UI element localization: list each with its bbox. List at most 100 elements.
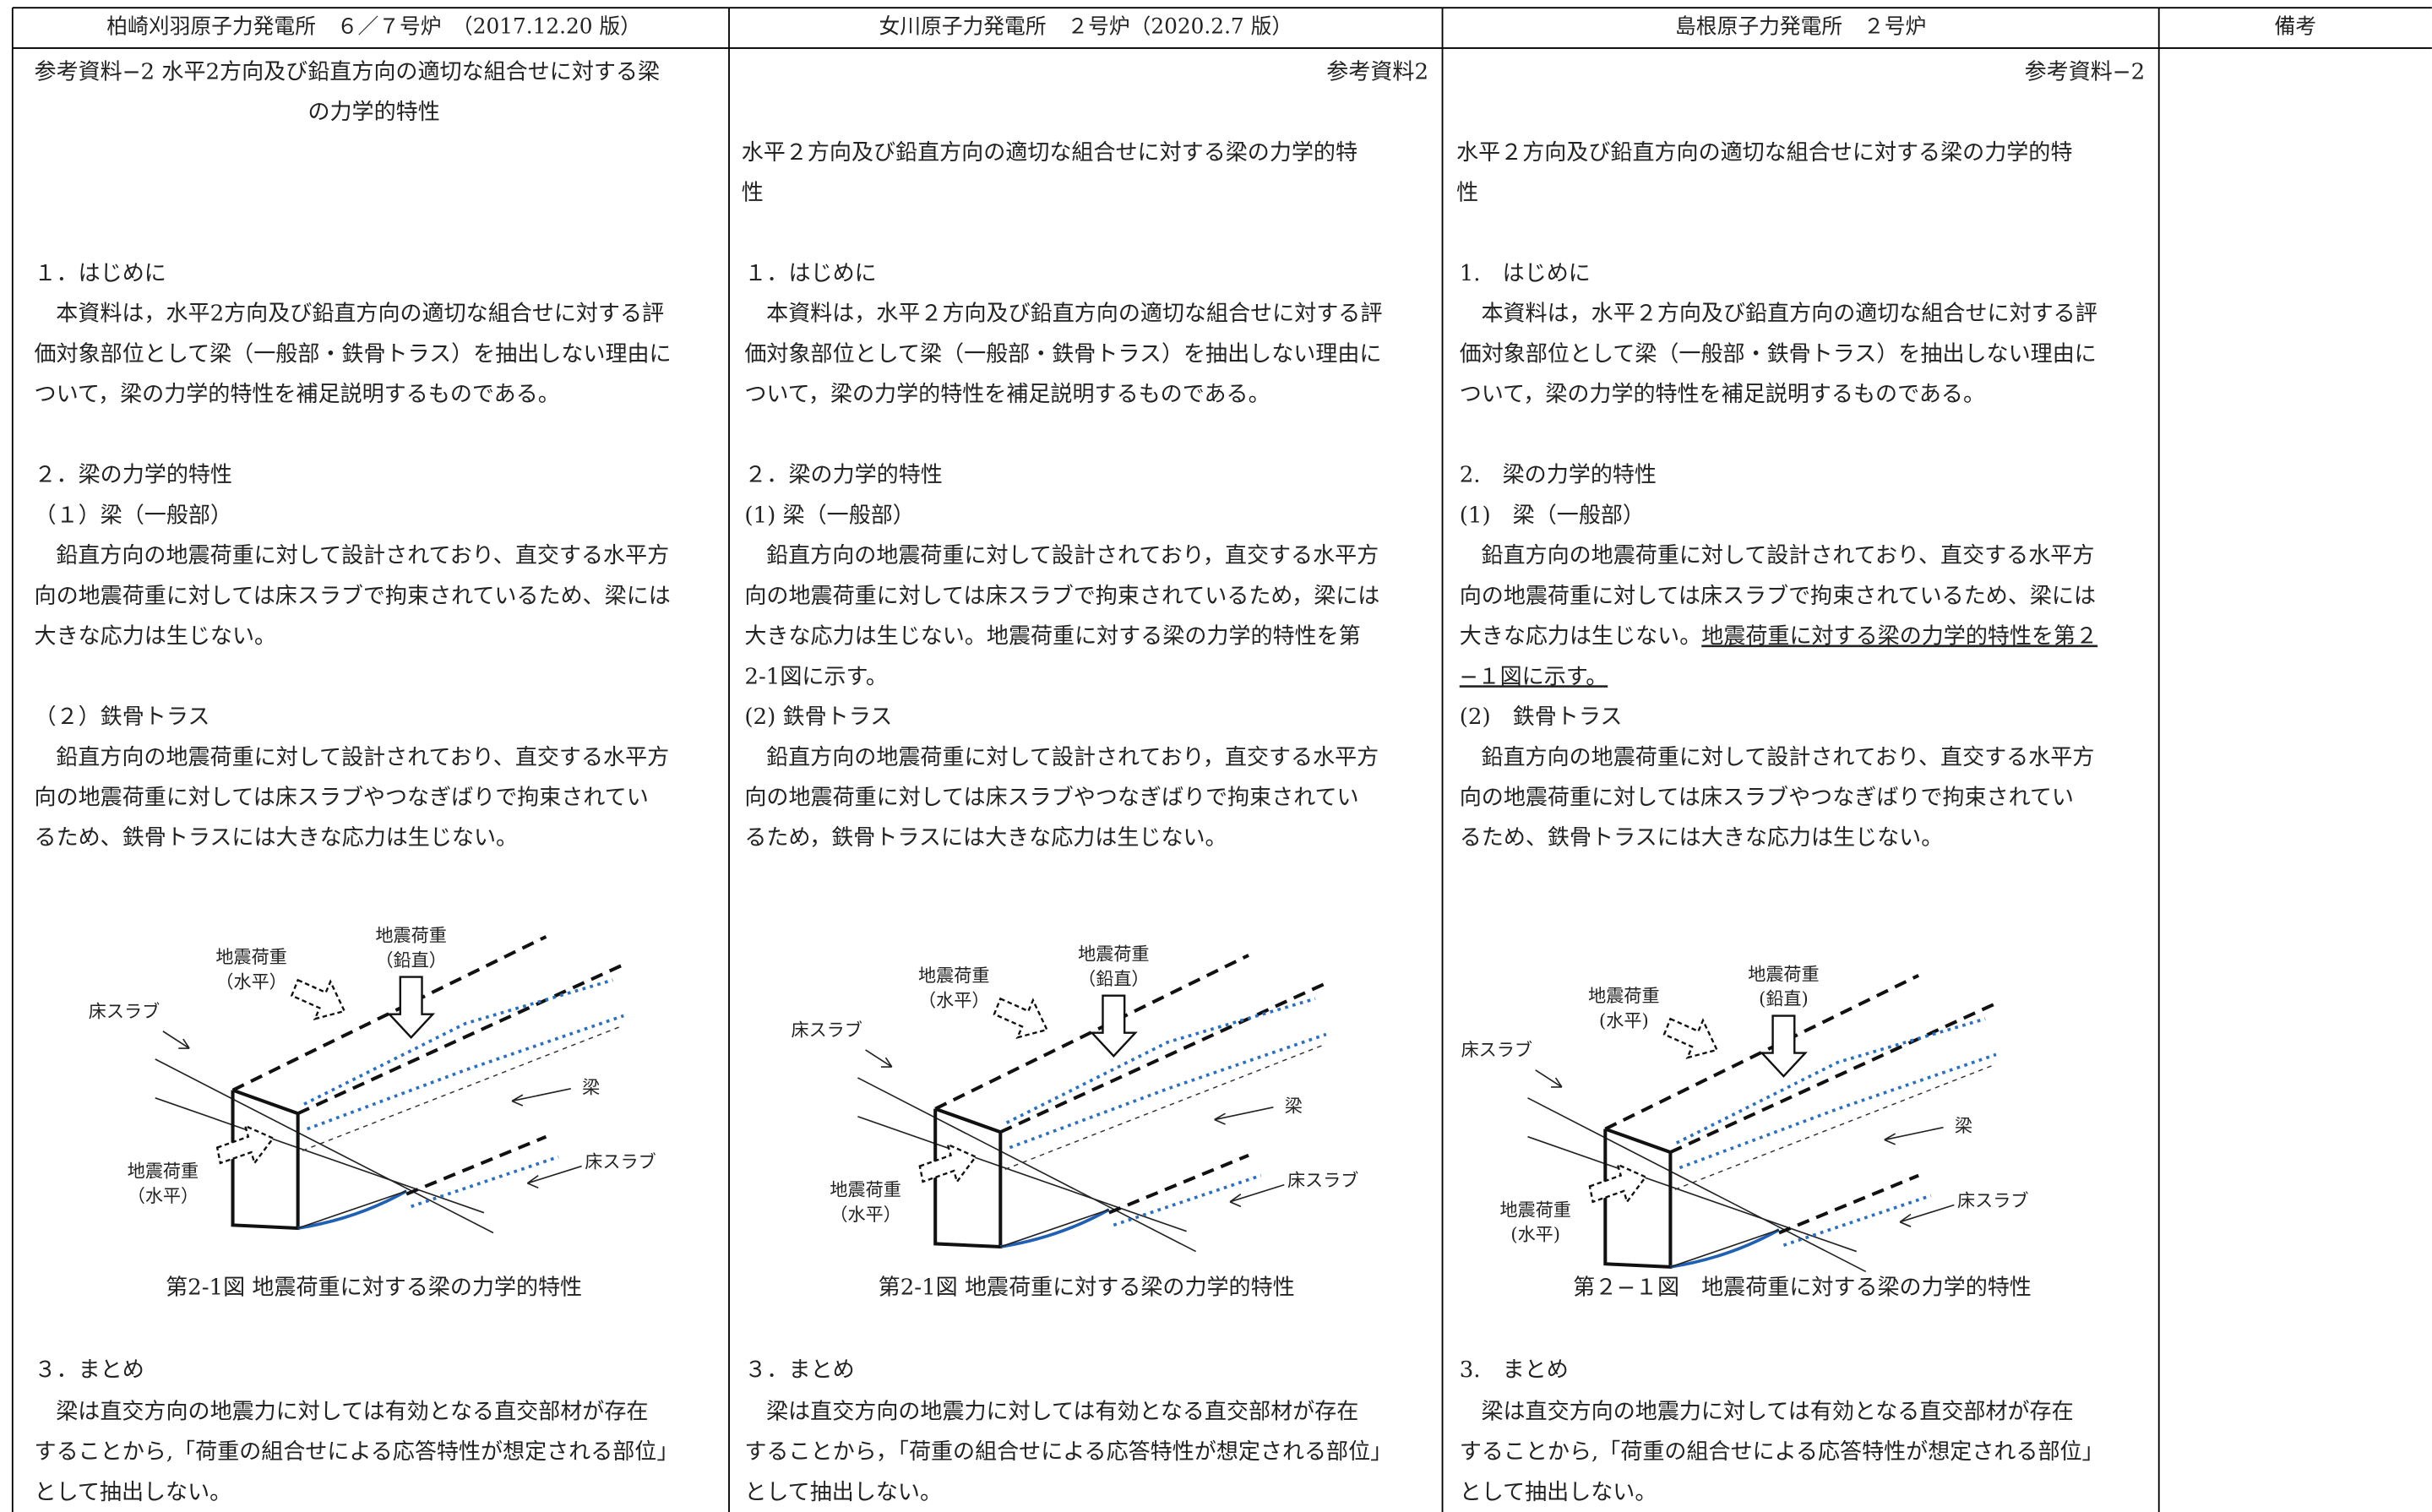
figure-shape bbox=[934, 954, 1249, 1111]
figure-shape bbox=[1588, 1162, 1647, 1205]
body-text: 向の地震荷重に対しては床スラブで拘束されているため、梁には bbox=[1460, 584, 2096, 609]
figure-shape bbox=[1229, 1183, 1285, 1208]
subsection-heading: (1) 梁（一般部） bbox=[1460, 503, 1645, 528]
figure-shape bbox=[387, 976, 436, 1039]
subsection-heading: （２）鉄骨トラス bbox=[35, 704, 210, 730]
figure-shape bbox=[411, 1155, 559, 1209]
figure-shape bbox=[307, 1014, 624, 1131]
figure-shape bbox=[155, 1097, 485, 1214]
figure-shape bbox=[302, 1025, 621, 1151]
figure-label: 地震荷重 bbox=[918, 965, 989, 986]
subsection-heading: (2) 鉄骨トラス bbox=[744, 704, 892, 730]
subsection-heading: （１）梁（一般部） bbox=[35, 503, 232, 528]
figure-shape bbox=[290, 978, 346, 1020]
reference-label: 参考資料−2 bbox=[2025, 59, 2146, 84]
figure-shape bbox=[1527, 1097, 1867, 1273]
figure-caption: 第2-1図 地震荷重に対する梁の力学的特性 bbox=[166, 1275, 582, 1301]
figure-shape bbox=[1674, 1064, 1994, 1190]
figure-shape bbox=[215, 1123, 275, 1166]
section-heading: １．はじめに bbox=[35, 261, 166, 286]
section-heading: ２．梁の力学的特性 bbox=[744, 463, 942, 488]
document-title: 水平２方向及び鉛直方向の適切な組合せに対する梁の力学的特 bbox=[742, 140, 1357, 166]
figure-shape bbox=[918, 1142, 977, 1184]
body-text: 梁は直交方向の地震力に対しては有効となる直交部材が存在 bbox=[56, 1400, 648, 1425]
body-text: 鉛直方向の地震荷重に対して設計されており、直交する水平方 bbox=[56, 745, 669, 770]
figure-label: 床スラブ bbox=[1461, 1039, 1532, 1060]
body-text: ついて，梁の力学的特性を補足説明するものである。 bbox=[744, 382, 1270, 407]
body-text: 向の地震荷重に対しては床スラブで拘束されているため，梁には bbox=[744, 584, 1379, 609]
figure-label: 梁 bbox=[1285, 1095, 1303, 1116]
figure-label: (水平) bbox=[1510, 1224, 1560, 1245]
column-header: 女川原子力発電所 ２号炉（2020.2.7 版） bbox=[879, 14, 1292, 39]
figure-shape bbox=[1778, 1173, 1919, 1235]
figure-label: （水平） bbox=[918, 989, 989, 1010]
body-text: ついて，梁の力学的特性を補足説明するものである。 bbox=[1460, 382, 1985, 407]
subsection-heading: (1) 梁（一般部） bbox=[744, 503, 914, 528]
figure-label: 地震荷重 bbox=[128, 1160, 199, 1181]
figure-shape bbox=[155, 1058, 494, 1234]
column-header: 島根原子力発電所 ２号炉 bbox=[1675, 14, 1926, 39]
figure-label: 地震荷重 bbox=[1588, 985, 1659, 1006]
figure-label: 地震荷重 bbox=[215, 946, 286, 967]
figure-shape bbox=[405, 1134, 547, 1196]
body-text: 梁は直交方向の地震力に対しては有効となる直交部材が存在 bbox=[766, 1400, 1358, 1425]
body-text: することから,「荷重の組合せによる応答特性が想定される部位」 bbox=[35, 1439, 679, 1465]
body-text: 価対象部位として梁（一般部・鉄骨トラス）を抽出しない理由に bbox=[744, 341, 1381, 367]
figure-shape bbox=[1604, 973, 1920, 1131]
body-text: として抽出しない。 bbox=[1460, 1480, 1657, 1505]
body-text: することから,「荷重の組合せによる応答特性が想定される部位」 bbox=[1460, 1439, 2104, 1465]
figure-label: 地震荷重 bbox=[1078, 943, 1149, 964]
figure-shape bbox=[1899, 1204, 1955, 1227]
figure-shape bbox=[1670, 1228, 1780, 1269]
document-title: 性 bbox=[742, 180, 764, 205]
column-header: 柏崎刈羽原子力発電所 ６／７号炉 （2017.12.20 版） bbox=[106, 14, 641, 39]
body-text: ついて，梁の力学的特性を補足説明するものである。 bbox=[35, 382, 560, 407]
figure-shape bbox=[526, 1165, 582, 1189]
figure-shape bbox=[1535, 1069, 1563, 1088]
figure-shape bbox=[1108, 1153, 1249, 1215]
figure-shape bbox=[297, 1190, 407, 1229]
figure-shape bbox=[1675, 1017, 1986, 1145]
text-segment: −１図に示す。 bbox=[1460, 664, 1608, 689]
body-text: 価対象部位として梁（一般部・鉄骨トラス）を抽出しない理由に bbox=[1460, 341, 2097, 367]
figure-shape bbox=[511, 1087, 571, 1107]
body-text: るため，鉄骨トラスには大きな応力は生じない。 bbox=[744, 825, 1227, 851]
figure-shape bbox=[1759, 1014, 1808, 1078]
body-text: として抽出しない。 bbox=[744, 1480, 942, 1505]
body-text: るため、鉄骨トラスには大きな応力は生じない。 bbox=[1460, 825, 1944, 851]
figure-label: 地震荷重 bbox=[375, 924, 446, 945]
document-title: 性 bbox=[1456, 180, 1478, 205]
document-title: 水平２方向及び鉛直方向の適切な組合せに対する梁の力学的特 bbox=[1456, 140, 2072, 166]
figure-shape bbox=[857, 1116, 1187, 1232]
figure-label: （水平） bbox=[830, 1204, 900, 1225]
figure-shape bbox=[1004, 1044, 1324, 1170]
figure-label: 地震荷重 bbox=[1748, 963, 1819, 984]
figure-shape bbox=[1670, 1229, 1780, 1268]
figure-shape bbox=[1009, 1032, 1327, 1150]
body-text: 大きな応力は生じない。 bbox=[35, 624, 277, 650]
text-segment: 大きな応力は生じない。 bbox=[1460, 624, 1702, 650]
figure-shape bbox=[1089, 994, 1138, 1058]
body-text: 向の地震荷重に対しては床スラブやつなぎばりで拘束されてい bbox=[35, 785, 649, 810]
figure-shape bbox=[1005, 997, 1316, 1124]
section-heading: ３．まとめ bbox=[35, 1357, 144, 1383]
figure-label: （鉛直） bbox=[1078, 968, 1149, 989]
body-text: 大きな応力は生じない。地震荷重に対する梁の力学的特性を第２ bbox=[1460, 624, 2097, 650]
figure-shape bbox=[162, 1031, 190, 1049]
body-text: 向の地震荷重に対しては床スラブやつなぎばりで拘束されてい bbox=[744, 785, 1358, 810]
figure-shape bbox=[1884, 1126, 1944, 1145]
body-text: −１図に示す。 bbox=[1460, 664, 1608, 689]
document-title: 参考資料−2 水平2方向及び鉛直方向の適切な組合せに対する梁 bbox=[35, 59, 660, 84]
subsection-heading: (2) 鉄骨トラス bbox=[1460, 704, 1623, 730]
section-heading: ３．まとめ bbox=[744, 1357, 854, 1383]
body-text: として抽出しない。 bbox=[35, 1480, 232, 1505]
figure-label: (水平) bbox=[1599, 1009, 1649, 1031]
figure-shape bbox=[1000, 1209, 1110, 1248]
body-text: 梁は直交方向の地震力に対しては有効となる直交部材が存在 bbox=[1481, 1400, 2073, 1425]
body-text: 本資料は，水平２方向及び鉛直方向の適切な組合せに対する評 bbox=[1481, 302, 2097, 327]
